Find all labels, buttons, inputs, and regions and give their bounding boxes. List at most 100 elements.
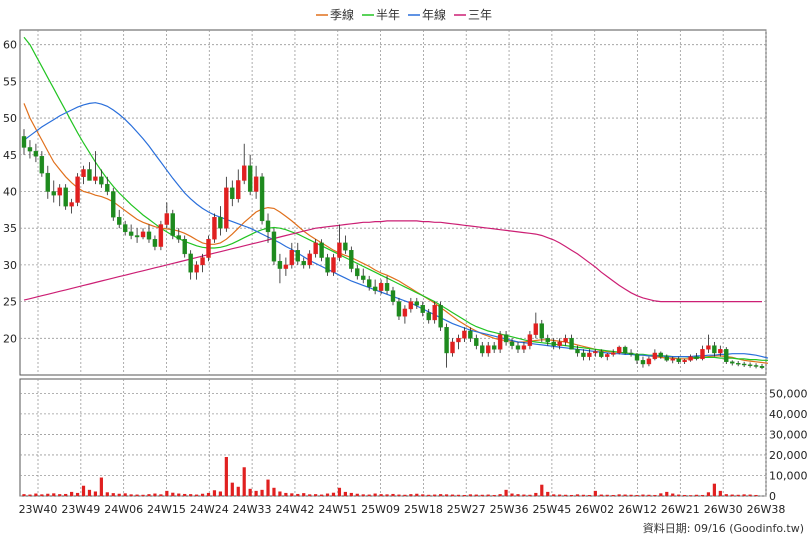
candle xyxy=(200,253,205,273)
volume-bar xyxy=(462,494,467,496)
candle-body xyxy=(33,150,39,157)
candle xyxy=(611,349,616,357)
volume-bar xyxy=(617,494,621,496)
volume-bar xyxy=(391,493,395,496)
candle-body xyxy=(718,349,723,354)
candle xyxy=(646,356,652,367)
candle xyxy=(664,354,669,362)
candle xyxy=(218,206,223,236)
candle-body xyxy=(569,338,574,350)
volume-bar xyxy=(367,494,371,496)
candle-body xyxy=(289,250,295,266)
candle xyxy=(622,345,628,355)
candle xyxy=(134,228,140,243)
candle-body xyxy=(741,363,747,366)
candle xyxy=(331,253,336,276)
candle xyxy=(33,143,39,163)
legend-label-2: 年線 xyxy=(422,7,446,22)
candle xyxy=(212,213,217,243)
candle-body xyxy=(563,338,568,343)
candle-body xyxy=(456,338,461,343)
candle-body xyxy=(253,176,259,192)
price-tick-label: 55 xyxy=(3,75,17,88)
candle xyxy=(372,279,378,295)
candle xyxy=(355,264,360,280)
candle-body xyxy=(497,334,503,350)
candle-body xyxy=(313,242,318,255)
candle xyxy=(640,356,646,368)
candle-body xyxy=(462,330,467,339)
volume-bar xyxy=(659,493,663,496)
candle xyxy=(682,358,687,364)
volume-bar xyxy=(486,494,490,496)
candle-body xyxy=(640,360,646,365)
candle-body xyxy=(444,327,449,354)
candle xyxy=(569,334,574,350)
candle-body xyxy=(503,334,509,343)
volume-bars xyxy=(22,457,758,496)
volume-bar xyxy=(575,494,580,496)
volume-bar xyxy=(165,490,169,496)
volume-bar xyxy=(688,495,693,496)
ma-line-ma_3year xyxy=(23,220,762,303)
volume-tick-label: 30,000 xyxy=(769,428,808,441)
candle xyxy=(605,352,610,361)
candle-body xyxy=(652,352,658,360)
volume-bar xyxy=(343,491,347,496)
price-tick-label: 30 xyxy=(3,259,17,272)
volume-bar xyxy=(105,492,109,496)
candle-body xyxy=(75,176,80,203)
candle xyxy=(295,242,300,265)
volume-bar xyxy=(284,492,288,496)
candle-body xyxy=(212,216,217,240)
volume-bar xyxy=(540,484,544,496)
candle xyxy=(224,176,229,232)
candle-body xyxy=(486,345,491,354)
candle-body xyxy=(111,191,116,218)
volume-bar xyxy=(718,490,722,496)
volume-bar xyxy=(385,494,389,496)
volume-bar xyxy=(498,494,502,496)
price-tick-label: 20 xyxy=(3,332,17,345)
candle xyxy=(343,235,348,254)
volume-tick-label: 0 xyxy=(769,490,776,503)
candle-body xyxy=(146,231,152,240)
candle-body xyxy=(271,231,277,262)
volume-bar xyxy=(40,494,44,496)
candle-body xyxy=(182,239,187,255)
candle-body xyxy=(694,356,699,360)
candle xyxy=(563,334,568,346)
candle xyxy=(301,257,306,269)
volume-bar xyxy=(135,494,139,496)
volume-bar xyxy=(546,491,550,496)
volume-bar xyxy=(141,494,145,496)
candle xyxy=(616,345,622,355)
candle-body xyxy=(432,305,437,321)
volume-bar xyxy=(260,489,264,496)
volume-bar xyxy=(361,494,365,496)
volume-bar xyxy=(623,494,627,496)
volume-bar xyxy=(254,490,258,496)
candle-body xyxy=(491,345,497,350)
grid xyxy=(20,30,767,497)
candle xyxy=(634,352,640,364)
candle xyxy=(75,173,80,207)
volume-bar xyxy=(629,494,633,496)
candle-body xyxy=(337,242,342,258)
volume-bar xyxy=(754,494,758,496)
volume-bar xyxy=(34,493,38,496)
volume-bar xyxy=(308,494,312,496)
candle xyxy=(587,349,592,361)
x-tick-label: 24W15 xyxy=(147,503,186,516)
candle xyxy=(491,341,497,353)
volume-bar xyxy=(248,488,252,496)
x-tick-label: 23W40 xyxy=(19,503,58,516)
candle xyxy=(277,253,283,284)
candle xyxy=(456,334,461,350)
candle xyxy=(735,361,741,367)
candle xyxy=(700,345,705,361)
x-tick-label: 24W24 xyxy=(190,503,229,516)
candle-body xyxy=(533,323,539,335)
volume-bar xyxy=(64,493,68,496)
candle-body xyxy=(581,352,586,357)
